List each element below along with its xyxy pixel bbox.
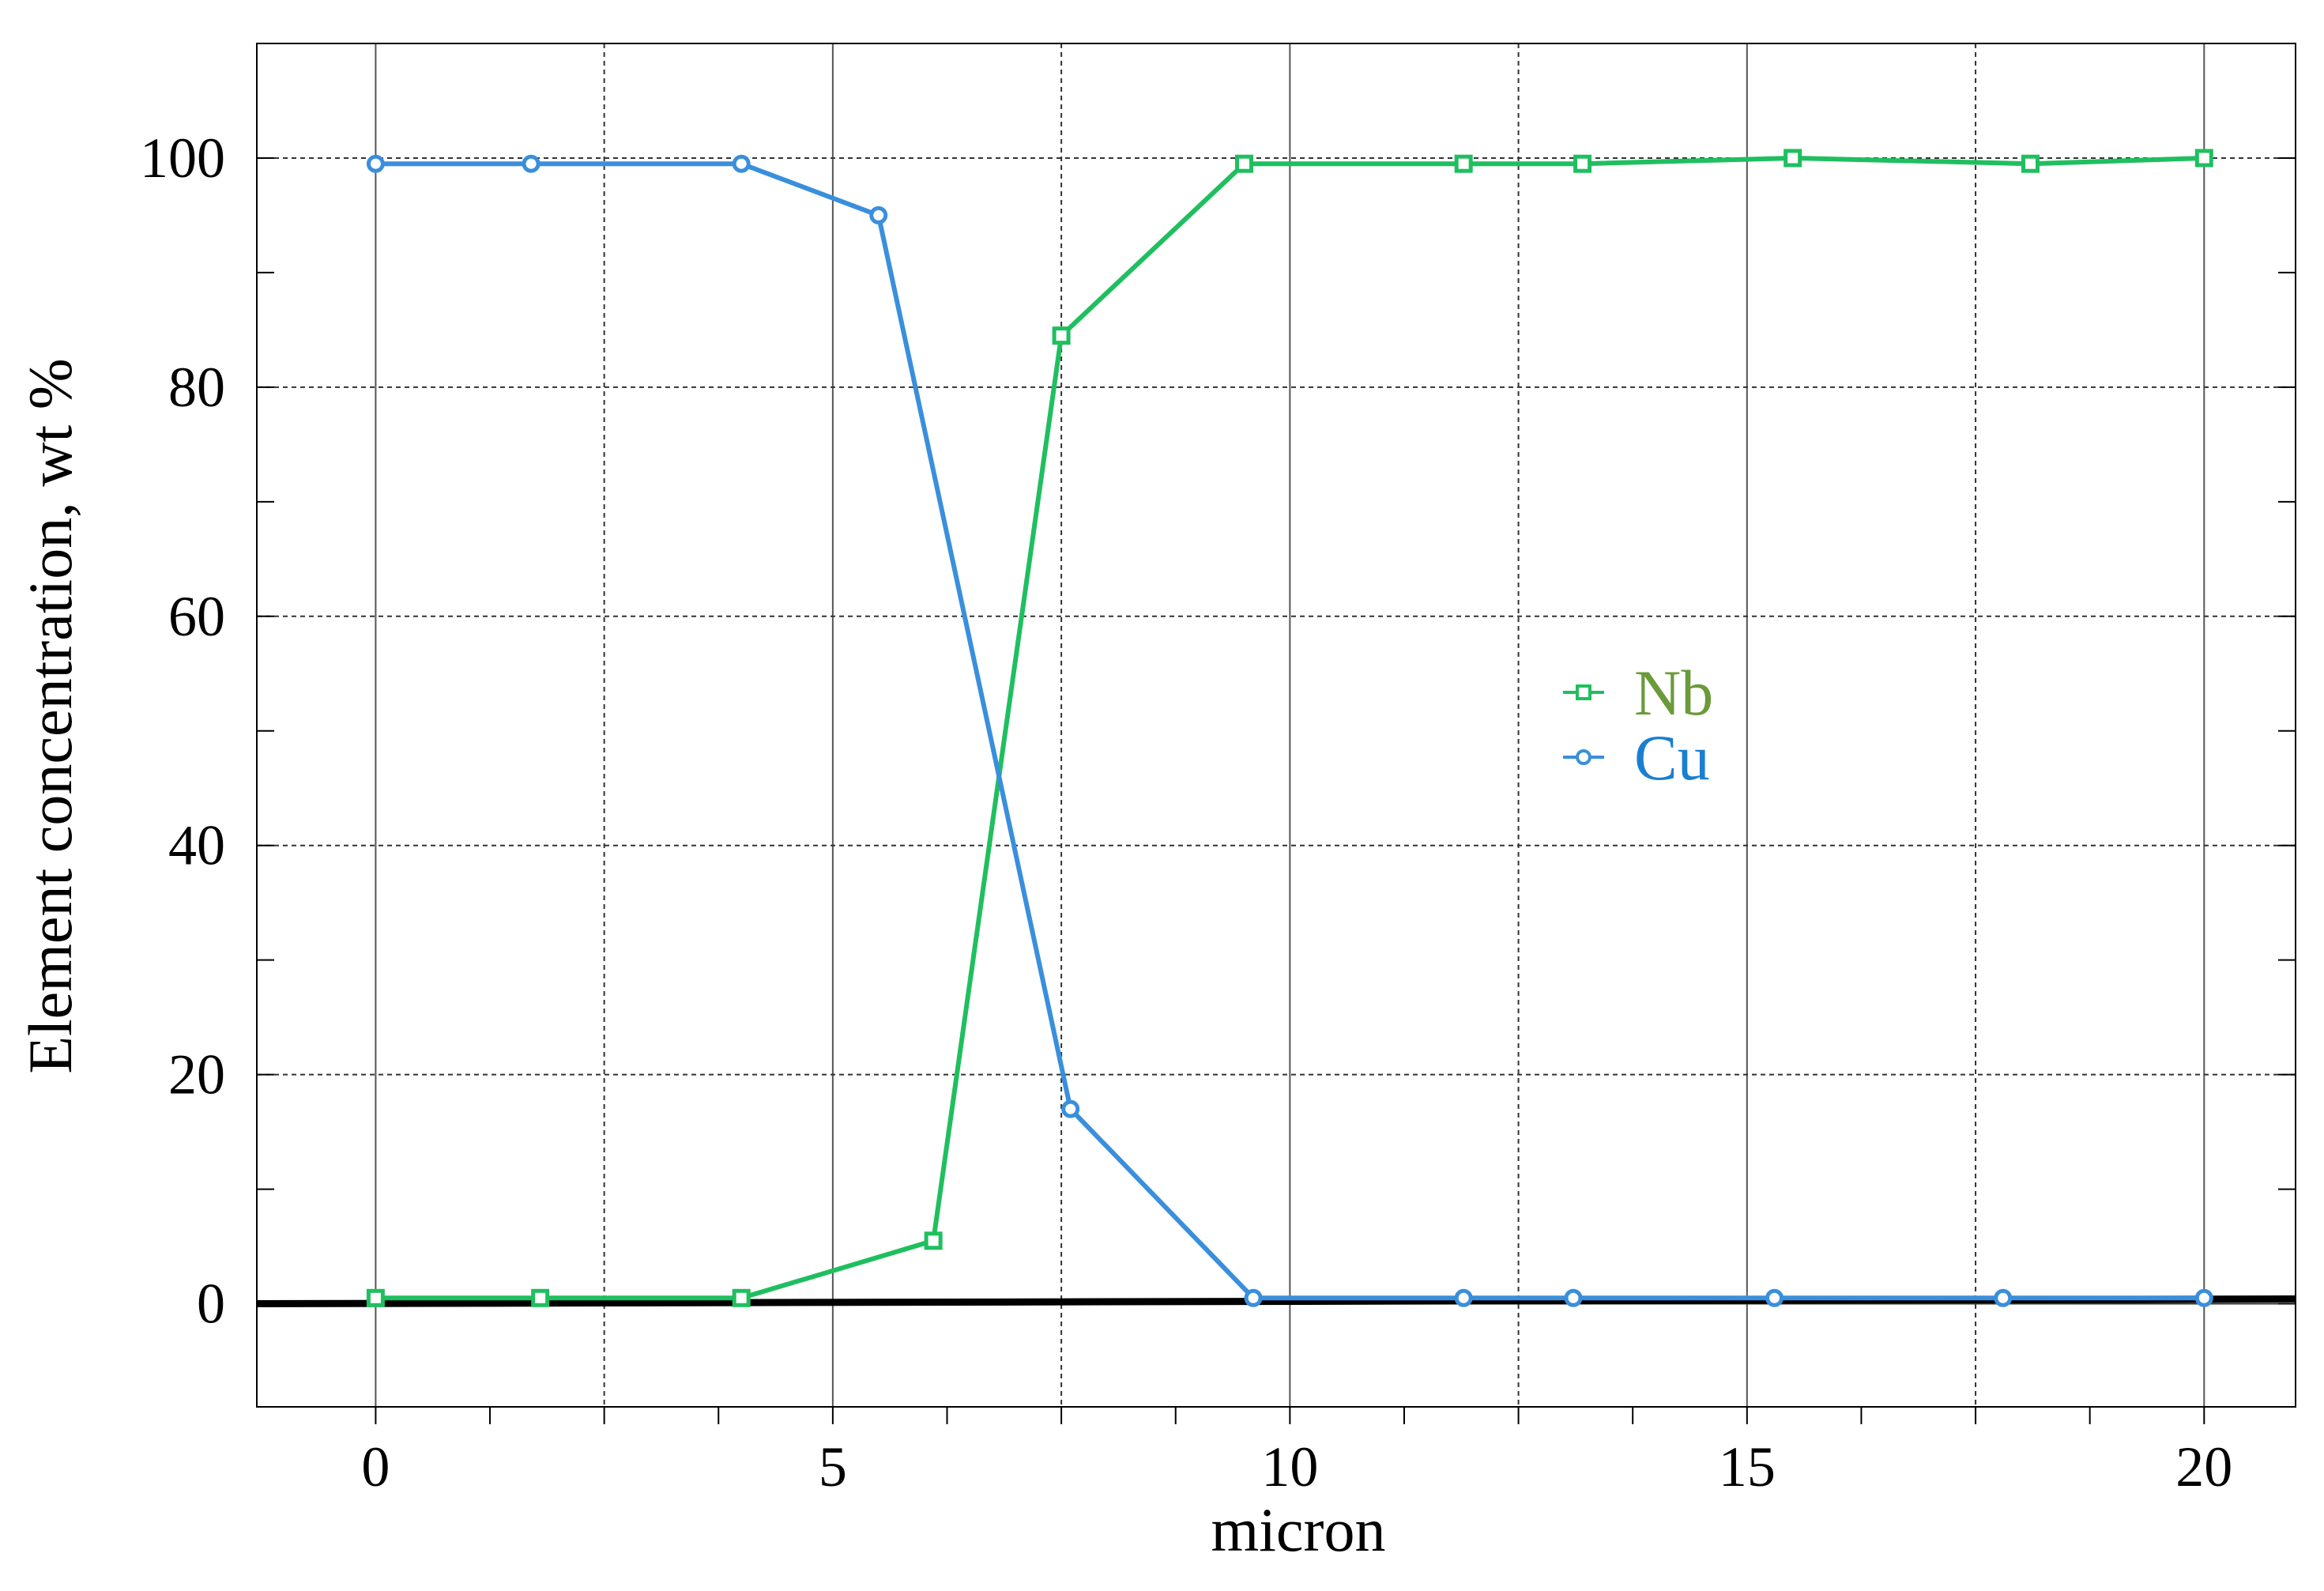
data-point-nb <box>732 1288 751 1307</box>
legend-marker <box>1576 684 1591 700</box>
y-tick-label: 60 <box>168 585 225 648</box>
x-tick-label: 0 <box>361 1435 390 1499</box>
y-tick-label: 80 <box>168 356 225 419</box>
axes-layer <box>256 43 2296 1424</box>
x-tick-label: 10 <box>1261 1435 1318 1499</box>
x-tick-label: 20 <box>2175 1435 2232 1499</box>
data-point-cu <box>2194 1288 2213 1307</box>
x-tick-label: 15 <box>1719 1435 1776 1499</box>
data-point-nb <box>1235 154 1254 173</box>
plot-frame <box>256 43 2296 1408</box>
labels-layer: micron Element concentration, wt % 0 20 40… <box>16 126 2232 1564</box>
data-point-nb <box>531 1288 550 1307</box>
data-point-cu <box>869 205 888 224</box>
data-point-cu <box>1765 1288 1784 1307</box>
legend-marker <box>1576 749 1591 765</box>
y-tick-label: 40 <box>168 814 225 877</box>
legend-label-nb: Nb <box>1634 657 1713 729</box>
x-tick-label: 5 <box>819 1435 847 1499</box>
data-point-nb <box>2194 149 2213 168</box>
data-point-cu <box>732 154 751 173</box>
data-point-nb <box>1573 154 1592 173</box>
grid-layer <box>257 43 2296 1407</box>
y-tick-label: 20 <box>168 1043 225 1107</box>
series-layer <box>366 149 2213 1307</box>
y-tick-label: 100 <box>140 126 225 190</box>
data-point-cu <box>1994 1288 2013 1307</box>
data-point-nb <box>1454 154 1473 173</box>
data-point-cu <box>1454 1288 1473 1307</box>
data-point-nb <box>1783 149 1802 168</box>
data-point-cu <box>1564 1288 1583 1307</box>
legend-label-cu: Cu <box>1634 722 1710 794</box>
y-tick-label: 0 <box>197 1272 225 1336</box>
data-point-nb <box>924 1231 943 1250</box>
data-point-cu <box>1244 1288 1263 1307</box>
data-point-cu <box>1061 1099 1080 1118</box>
data-point-cu <box>366 154 385 173</box>
data-point-nb <box>1052 326 1071 345</box>
y-axis-label: Element concentration, wt % <box>16 358 85 1073</box>
x-axis-label: micron <box>1211 1495 1386 1564</box>
data-point-nb <box>366 1288 385 1307</box>
data-point-cu <box>522 154 541 173</box>
data-point-nb <box>2021 154 2040 173</box>
